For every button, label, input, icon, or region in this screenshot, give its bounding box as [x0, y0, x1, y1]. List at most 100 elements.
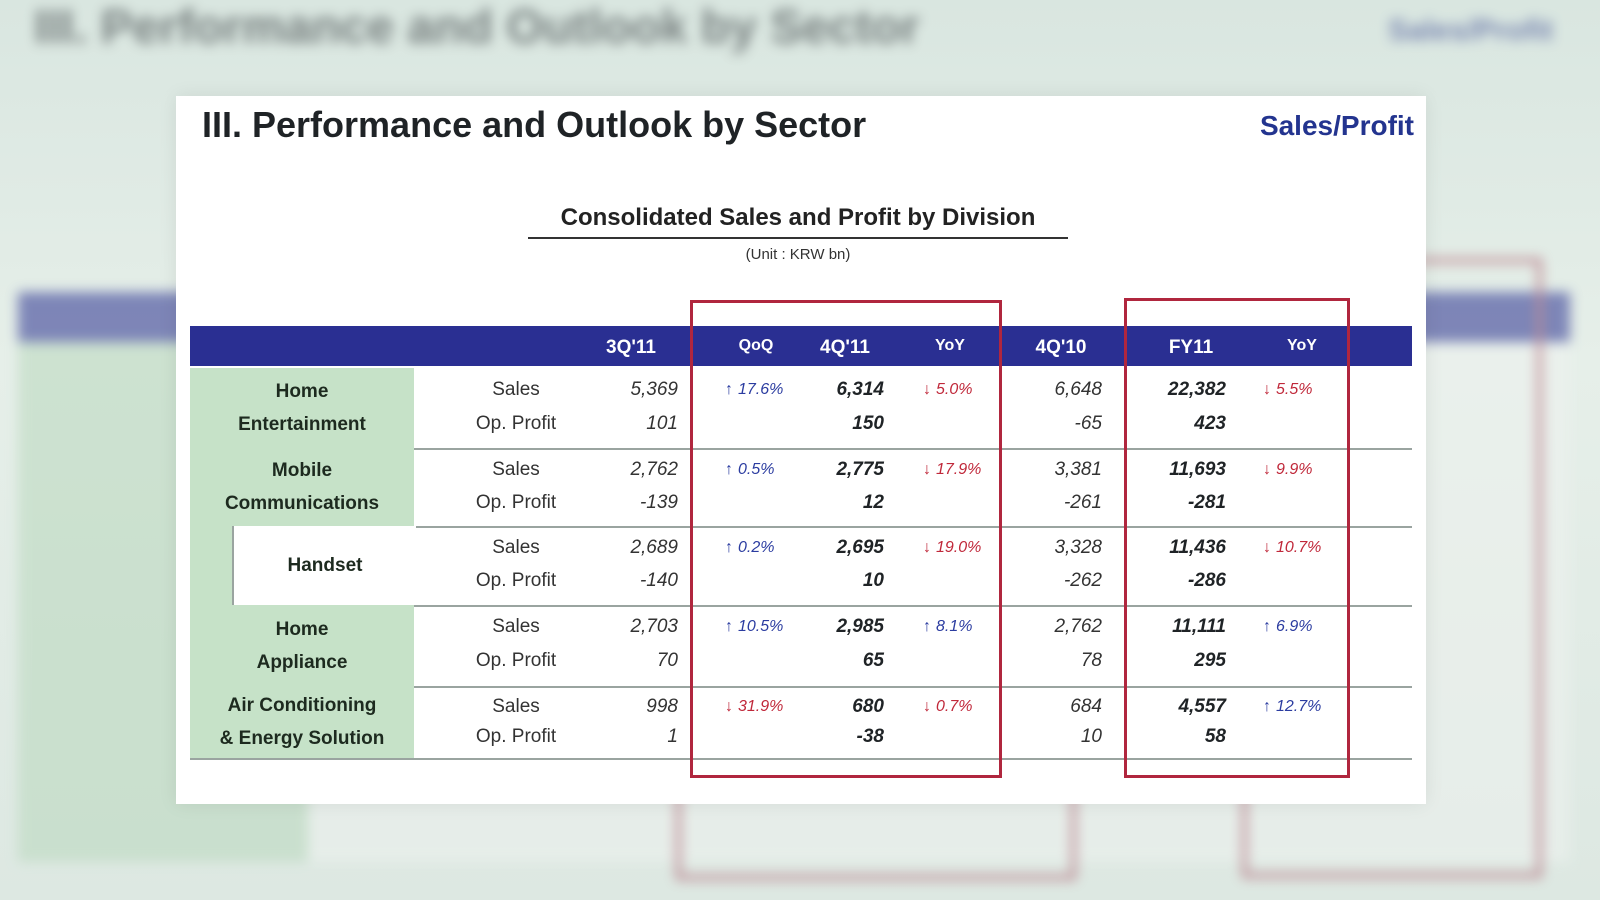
header-fy11: FY11: [1168, 337, 1214, 358]
header-fy-yoy: YoY: [1287, 337, 1317, 354]
arrow-up-icon: ↑: [1263, 698, 1271, 715]
value-fy11-op: -286: [1187, 570, 1226, 591]
metric-label-op-profit: Op. Profit: [475, 726, 557, 747]
change-value: 0.2%: [738, 539, 775, 556]
value-4q11-op: 12: [862, 492, 884, 513]
change-value: 5.5%: [1276, 381, 1313, 398]
change-yoy: ↓ 0.7%: [918, 698, 972, 716]
division-label: Home Entertainment: [190, 368, 414, 448]
value-fy11-sales: 11,436: [1169, 537, 1226, 558]
division-label-line: Home: [275, 618, 329, 640]
change-qoq: ↑ 0.2%: [720, 539, 774, 557]
metric-label-sales: Sales: [492, 616, 540, 637]
metric-label-sales: Sales: [492, 459, 540, 480]
change-value: 0.5%: [738, 461, 775, 478]
value-4q11-op: -38: [856, 726, 884, 747]
change-value: 17.6%: [738, 381, 784, 398]
value-4q10-sales: 684: [1070, 696, 1102, 717]
value-fy11-op: 295: [1194, 650, 1226, 671]
division-label-line: Appliance: [256, 651, 348, 673]
value-4q11-sales: 2,695: [836, 537, 884, 558]
value-4q11-sales: 2,985: [836, 616, 884, 637]
division-label-line: Entertainment: [238, 414, 366, 435]
value-fy11-op: -281: [1187, 492, 1226, 513]
change-value: 6.9%: [1276, 618, 1313, 635]
value-3q11-sales: 5,369: [630, 379, 678, 400]
change-qoq: ↓ 31.9%: [720, 698, 783, 716]
value-3q11-sales: 998: [646, 696, 678, 717]
value-4q11-op: 10: [862, 570, 884, 591]
change-value: 5.0%: [936, 381, 973, 398]
table-row: Home Entertainment Sales Op. Profit 5,369 101…: [190, 368, 1412, 450]
background-title: III. Performance and Outlook by Sector: [34, 1, 920, 54]
change-yoy: ↓ 17.9%: [918, 461, 981, 479]
division-label-line: Air Conditioning: [227, 695, 377, 716]
header-4q10: 4Q'10: [1035, 337, 1087, 358]
change-fy-yoy: ↓ 9.9%: [1258, 461, 1312, 479]
value-3q11-op: 1: [667, 726, 678, 747]
value-4q10-op: 78: [1080, 650, 1102, 671]
metric-label-op-profit: Op. Profit: [475, 650, 557, 671]
change-value: 19.0%: [936, 539, 982, 556]
division-label: Home Appliance: [190, 605, 414, 686]
arrow-up-icon: ↑: [725, 381, 733, 398]
header-4q11: 4Q'11: [820, 337, 870, 358]
arrow-down-icon: ↓: [1263, 381, 1271, 398]
metric-label-sales: Sales: [492, 379, 540, 400]
highlight-box-4q11: [690, 300, 1002, 778]
value-3q11-op: 70: [656, 650, 678, 671]
sub-division-label: Handset: [232, 526, 416, 605]
metric-label-sales: Sales: [492, 696, 540, 717]
change-value: 10.5%: [738, 618, 784, 635]
metric-label-op-profit: Op. Profit: [475, 413, 557, 434]
change-value: 10.7%: [1276, 539, 1322, 556]
sales-profit-link[interactable]: Sales/Profit: [1259, 110, 1414, 141]
table-row: Mobile Communications Sales Op. Profit 2,762…: [190, 448, 1412, 528]
parent-division-strip: [190, 526, 232, 605]
value-4q11-op: 150: [852, 413, 884, 434]
arrow-down-icon: ↓: [1263, 539, 1271, 556]
arrow-up-icon: ↑: [923, 618, 931, 635]
change-yoy: ↓ 5.0%: [918, 381, 972, 399]
table-caption: Consolidated Sales and Profit by Divisio…: [528, 204, 1068, 239]
arrow-down-icon: ↓: [1263, 461, 1271, 478]
header-3q11: 3Q'11: [606, 337, 656, 358]
unit-note: (Unit : KRW bn): [745, 246, 851, 263]
division-label: Mobile Communications: [190, 448, 414, 526]
arrow-down-icon: ↓: [923, 539, 931, 556]
change-qoq: ↑ 10.5%: [720, 618, 783, 636]
value-fy11-sales: 11,111: [1172, 616, 1226, 637]
change-value: 0.7%: [936, 698, 973, 715]
table-row: Home Appliance Sales Op. Profit 2,703 70 2,985…: [190, 605, 1412, 688]
header-yoy: YoY: [935, 337, 965, 354]
division-label-line: & Energy Solution: [219, 728, 385, 749]
arrow-down-icon: ↓: [923, 381, 931, 398]
change-fy-yoy: ↓ 10.7%: [1258, 539, 1321, 557]
value-fy11-op: 423: [1194, 413, 1226, 434]
division-label-line: Mobile: [271, 460, 333, 481]
value-4q10-sales: 3,328: [1054, 537, 1102, 558]
value-4q11-sales: 2,775: [836, 459, 884, 480]
value-3q11-op: -140: [639, 570, 678, 591]
value-4q10-op: -261: [1063, 492, 1102, 513]
arrow-up-icon: ↑: [725, 618, 733, 635]
change-value: 8.1%: [936, 618, 973, 635]
metric-label-op-profit: Op. Profit: [475, 570, 557, 591]
value-3q11-op: 101: [646, 413, 678, 434]
change-value: 17.9%: [936, 461, 982, 478]
value-4q11-sales: 6,314: [836, 379, 884, 400]
value-3q11-sales: 2,703: [630, 616, 678, 637]
arrow-up-icon: ↑: [725, 461, 733, 478]
highlight-box-fy11: [1124, 298, 1350, 778]
arrow-down-icon: ↓: [923, 461, 931, 478]
value-3q11-sales: 2,689: [630, 537, 678, 558]
table-header: [190, 326, 1412, 366]
value-4q11-sales: 680: [852, 696, 884, 717]
value-4q10-op: -262: [1063, 570, 1102, 591]
value-4q10-op: -65: [1074, 413, 1102, 434]
value-3q11-sales: 2,762: [630, 459, 678, 480]
change-qoq: ↑ 0.5%: [720, 461, 774, 479]
value-4q10-sales: 2,762: [1054, 616, 1102, 637]
background-link-label: Sales/Profit: [1388, 14, 1554, 47]
table-row: Handset Sales Op. Profit 2,689 -140 2,695 10 3,…: [190, 526, 1412, 607]
